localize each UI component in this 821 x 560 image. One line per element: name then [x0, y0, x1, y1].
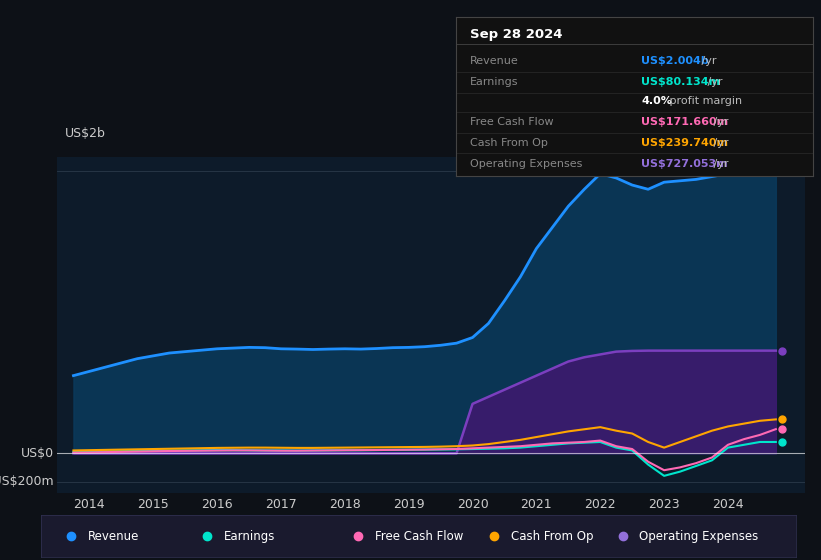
Text: Earnings: Earnings: [224, 530, 275, 543]
Text: US$171.660m: US$171.660m: [641, 117, 728, 127]
Text: US$239.740m: US$239.740m: [641, 138, 728, 148]
Text: /yr: /yr: [698, 57, 716, 67]
Text: 4.0%: 4.0%: [641, 96, 672, 106]
Text: Free Cash Flow: Free Cash Flow: [375, 530, 463, 543]
Text: US$2.004b: US$2.004b: [641, 57, 709, 67]
Text: Operating Expenses: Operating Expenses: [640, 530, 759, 543]
Text: /yr: /yr: [710, 158, 728, 169]
Text: /yr: /yr: [710, 117, 728, 127]
Text: Free Cash Flow: Free Cash Flow: [470, 117, 553, 127]
Text: Operating Expenses: Operating Expenses: [470, 158, 582, 169]
Text: Cash From Op: Cash From Op: [511, 530, 594, 543]
Text: profit margin: profit margin: [667, 96, 742, 106]
Text: /yr: /yr: [704, 77, 722, 87]
Text: US$2b: US$2b: [65, 127, 106, 140]
Text: US$727.053m: US$727.053m: [641, 158, 728, 169]
Text: Revenue: Revenue: [88, 530, 140, 543]
Text: /yr: /yr: [710, 138, 728, 148]
Text: US$0: US$0: [21, 447, 53, 460]
Text: -US$200m: -US$200m: [0, 475, 53, 488]
Text: Sep 28 2024: Sep 28 2024: [470, 28, 562, 41]
Text: US$80.134m: US$80.134m: [641, 77, 721, 87]
Text: Revenue: Revenue: [470, 57, 519, 67]
Text: Cash From Op: Cash From Op: [470, 138, 548, 148]
Text: Earnings: Earnings: [470, 77, 518, 87]
